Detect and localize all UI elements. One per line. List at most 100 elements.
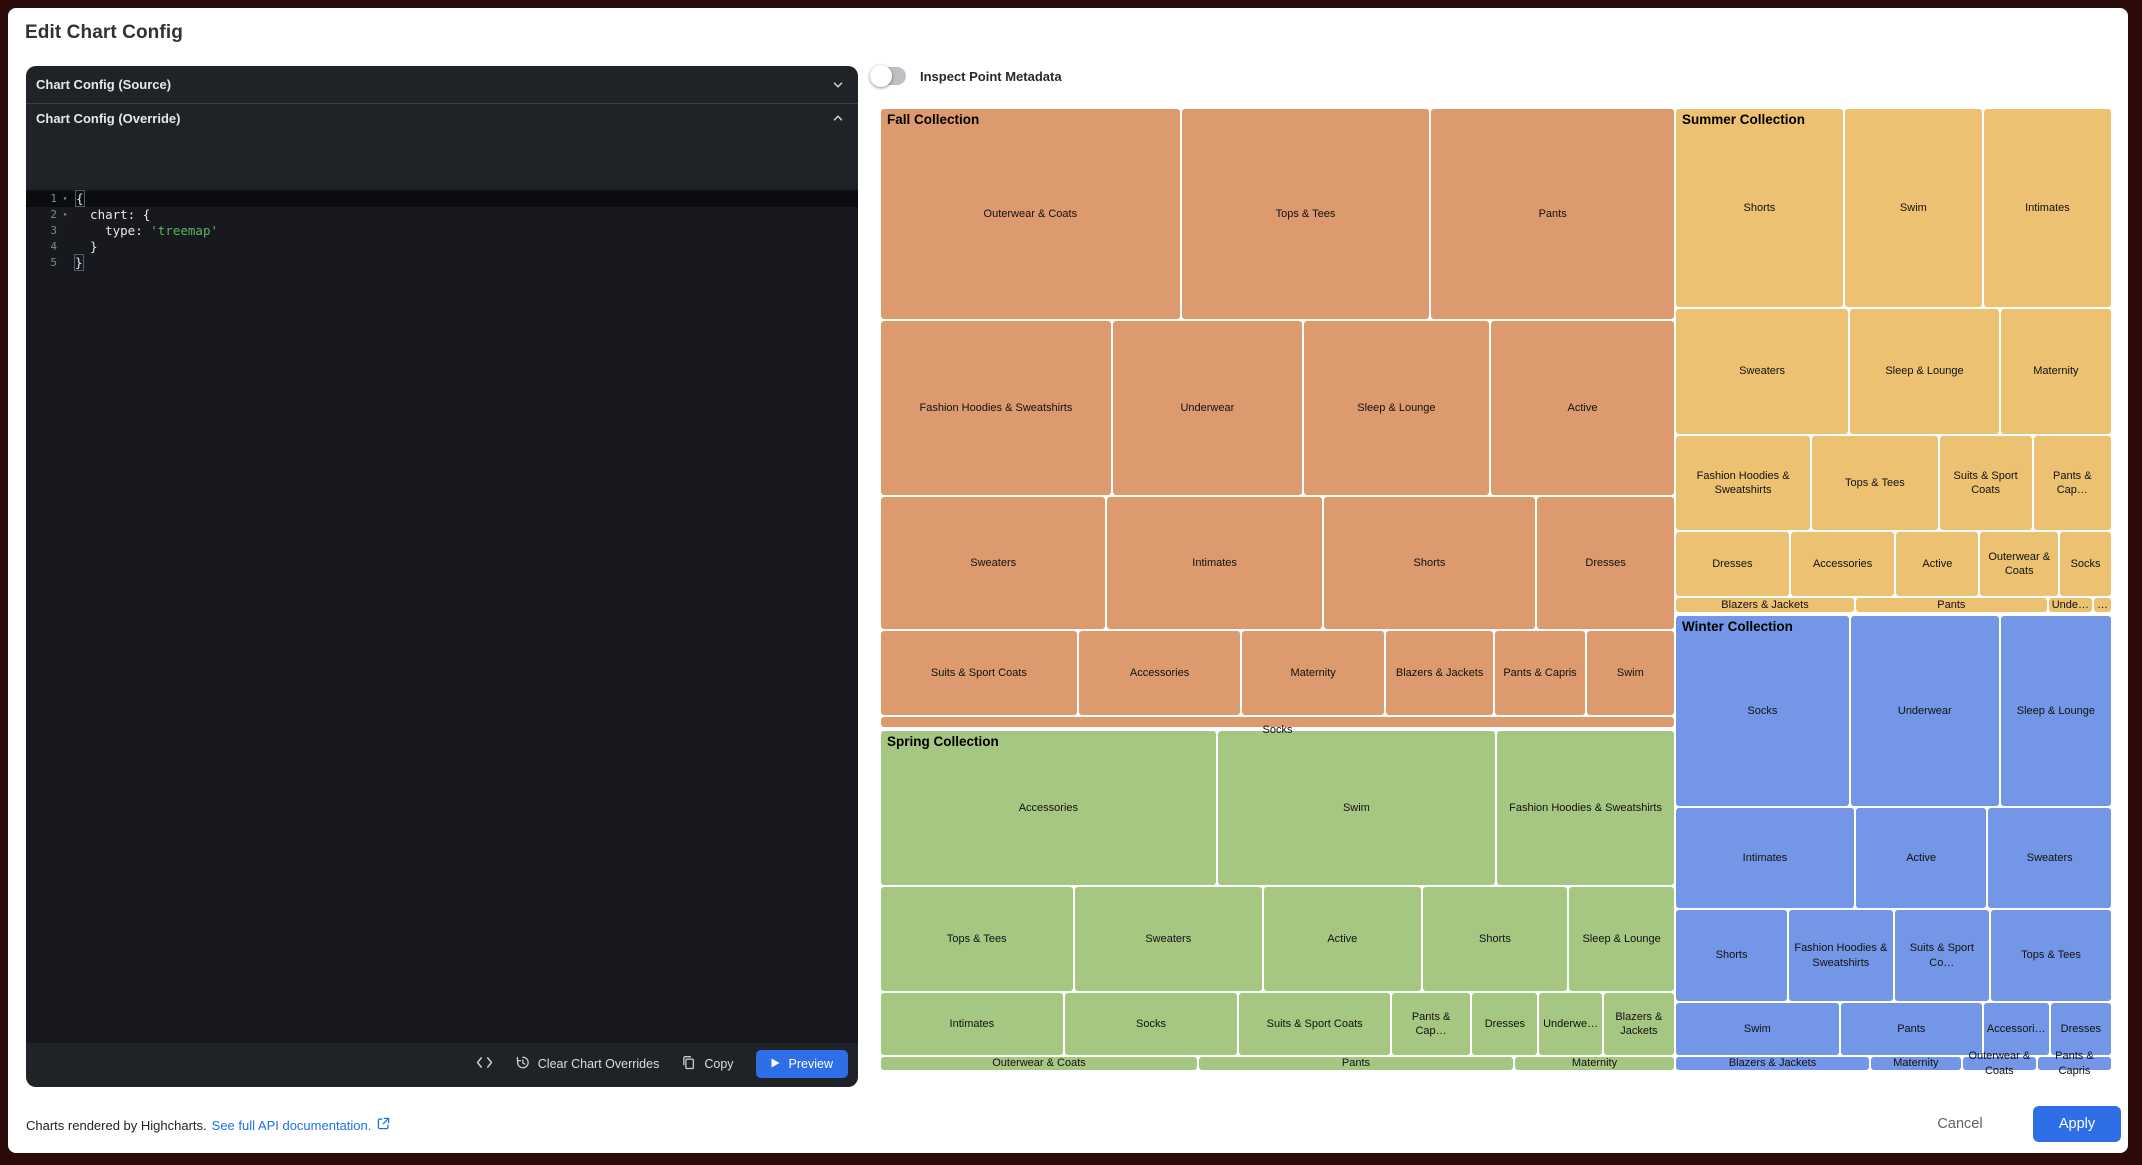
treemap-cell-pants[interactable]: Pants (1856, 598, 2047, 612)
treemap-cell-shorts[interactable]: Shorts (1422, 887, 1568, 991)
treemap-cell-fashion-hoodies-sweatshirts[interactable]: Fashion Hoodies & Sweatshirts (1789, 910, 1893, 1001)
treemap-cell-pants-cap[interactable]: Pants & Cap… (2033, 436, 2111, 530)
chevron-down-icon (832, 79, 844, 91)
treemap-cell-outerwear-coats[interactable]: Outerwear & Coats (881, 1057, 1197, 1070)
treemap-row: Blazers & Jackets Maternity Outerwear & Co… (1676, 1050, 2111, 1077)
treemap-cell-sleep-lounge[interactable]: Sleep & Lounge (1303, 321, 1489, 495)
treemap-cell-maternity[interactable]: Maternity (1242, 631, 1384, 715)
treemap-cell-label: Pants (1937, 598, 1966, 611)
treemap-cell-suits-sport-coats[interactable]: Suits & Sport Coats (1939, 436, 2032, 530)
treemap-cell-accessori[interactable]: Accessori… (1983, 1003, 2049, 1055)
treemap-cell-fashion-hoodies-sweatshirts[interactable]: Fashion Hoodies & Sweatshirts (1497, 731, 1674, 885)
treemap-cell-maternity[interactable]: Maternity (1515, 1057, 1674, 1070)
treemap-cell-label: Dresses (1712, 557, 1753, 570)
treemap-cell-dresses[interactable]: Dresses (1537, 497, 1674, 629)
treemap-cell-shorts[interactable]: Shorts (1676, 910, 1788, 1001)
treemap-cell-maternity[interactable]: Maternity (2000, 309, 2111, 434)
code-editor[interactable]: 1 ▾{2 ▾ chart: {3 type: 'treemap' 4 } 5} (26, 189, 858, 1043)
clear-chart-overrides-button[interactable]: Clear Chart Overrides (515, 1055, 659, 1073)
preview-label: Preview (788, 1057, 833, 1071)
treemap-cell-intimates[interactable]: Intimates (1676, 808, 1854, 908)
treemap-cell-active[interactable]: Active (1855, 808, 1987, 908)
treemap-cell-sweaters[interactable]: Sweaters (1074, 887, 1263, 991)
treemap-cell-label: Maternity (1290, 666, 1336, 679)
treemap-cell-socks[interactable]: Socks (2060, 532, 2111, 596)
treemap-cell-blazers-jackets[interactable]: Blazers & Jackets (1603, 993, 1674, 1055)
treemap-cell-intimates[interactable]: Intimates (881, 993, 1063, 1055)
treemap-cell-unde[interactable]: Unde… (2048, 598, 2092, 612)
treemap-cell-tops-tees[interactable]: Tops & Tees (1181, 109, 1430, 319)
treemap-cell-label: Intimates (2025, 201, 2070, 214)
treemap-cell-active[interactable]: Active (1896, 532, 1979, 596)
treemap-cell-dresses[interactable]: Dresses (2050, 1003, 2111, 1055)
api-documentation-link[interactable]: See full API documentation. (212, 1117, 391, 1133)
treemap-cell-underwear[interactable]: Underwear (1112, 321, 1302, 495)
line-number: 2 (50, 208, 57, 221)
treemap-cell-socks[interactable]: Socks (1676, 616, 1849, 806)
treemap-cell-label: Sweaters (1145, 932, 1192, 945)
treemap-cell-label: Suits & Sport Coats (1266, 1017, 1363, 1030)
treemap-cell-shorts[interactable]: Shorts (1676, 109, 1843, 307)
treemap-cell-fashion-hoodies-sweatshirts[interactable]: Fashion Hoodies & Sweatshirts (881, 321, 1111, 495)
treemap-cell-tops-tees[interactable]: Tops & Tees (1812, 436, 1938, 530)
treemap-cell-accessories[interactable]: Accessories (881, 731, 1216, 885)
copy-button[interactable]: Copy (681, 1055, 734, 1073)
treemap-cell-underwear[interactable]: Underwear (1850, 616, 1999, 806)
treemap-cell-swim[interactable]: Swim (1676, 1003, 1839, 1055)
treemap-cell-underwe[interactable]: Underwe… (1539, 993, 1602, 1055)
treemap-cell-label: Swim (1616, 666, 1644, 679)
treemap-cell-pants[interactable]: Pants (1199, 1057, 1513, 1070)
treemap-cell-sleep-lounge[interactable]: Sleep & Lounge (1850, 309, 1999, 434)
treemap-cell-sweaters[interactable]: Sweaters (1676, 309, 1849, 434)
treemap-cell-active[interactable]: Active (1264, 887, 1421, 991)
treemap-cell-sleep-lounge[interactable]: Sleep & Lounge (2000, 616, 2111, 806)
treemap-cell-accessories[interactable]: Accessories (1078, 631, 1241, 715)
treemap-cell-swim[interactable]: Swim (1217, 731, 1496, 885)
treemap-cell-label: Sweaters (970, 556, 1017, 569)
treemap-cell-suits-sport-coats[interactable]: Suits & Sport Coats (1239, 993, 1390, 1055)
treemap-cell-blazers-jackets[interactable]: Blazers & Jackets (1385, 631, 1494, 715)
treemap-cell-accessories[interactable]: Accessories (1790, 532, 1895, 596)
treemap-cell-sweaters[interactable]: Sweaters (1988, 808, 2111, 908)
treemap-cell-outerwear-coats[interactable]: Outerwear & Coats (1980, 532, 2059, 596)
treemap-cell-suits-sport-co[interactable]: Suits & Sport Co… (1894, 910, 1990, 1001)
treemap-cell-active[interactable]: Active (1490, 321, 1674, 495)
treemap-cell-tops-tees[interactable]: Tops & Tees (881, 887, 1073, 991)
treemap-cell-swim[interactable]: Swim (1586, 631, 1674, 715)
apply-button[interactable]: Apply (2033, 1106, 2121, 1142)
treemap-cell-socks[interactable]: Socks (881, 717, 1674, 736)
fold-caret-icon[interactable]: ▾ (62, 210, 68, 219)
treemap-cell-suits-sport-coats[interactable]: Suits & Sport Coats (881, 631, 1077, 715)
treemap-cell-label: Shorts (1743, 201, 1776, 214)
treemap-cell-sweaters[interactable]: Sweaters (881, 497, 1106, 629)
treemap-cell-blazers-jackets[interactable]: Blazers & Jackets (1676, 1057, 1870, 1070)
treemap-cell-maternity[interactable]: Maternity (1871, 1057, 1961, 1070)
inspect-point-metadata-toggle[interactable] (870, 65, 906, 87)
treemap-cell-blazers-jackets[interactable]: Blazers & Jackets (1676, 598, 1855, 612)
treemap-cell-pants-capris[interactable]: Pants & Capris (1495, 631, 1585, 715)
treemap-cell-tops-tees[interactable]: Tops & Tees (1991, 910, 2111, 1001)
treemap-cell-sleep-lounge[interactable]: Sleep & Lounge (1569, 887, 1674, 991)
treemap-cell-dresses[interactable]: Dresses (1472, 993, 1538, 1055)
fold-caret-icon[interactable]: ▾ (62, 194, 68, 203)
treemap-group-summer-collection: Summer Collection Shorts Swim Intimates Swea… (1676, 109, 2111, 612)
treemap-cell-swim[interactable]: Swim (1844, 109, 1982, 307)
treemap-cell-outerwear-coats[interactable]: Outerwear & Coats (881, 109, 1180, 319)
treemap-cell-intimates[interactable]: Intimates (1983, 109, 2111, 307)
treemap-cell-dresses[interactable]: Dresses (1676, 532, 1789, 596)
treemap-cell-outerwear-coats[interactable]: Outerwear & Coats (1962, 1050, 2036, 1077)
treemap-cell-socks[interactable]: Socks (1064, 993, 1238, 1055)
code-view-button[interactable] (476, 1056, 493, 1072)
treemap-cell-pants-capris[interactable]: Pants & Capris (2037, 1050, 2111, 1077)
treemap-cell-shorts[interactable]: Shorts (1323, 497, 1536, 629)
preview-button[interactable]: Preview (755, 1050, 848, 1078)
section-header-chart-config-source[interactable]: Chart Config (Source) (26, 66, 858, 103)
treemap-cell-intimates[interactable]: Intimates (1107, 497, 1322, 629)
cancel-button[interactable]: Cancel (1912, 1106, 2008, 1142)
treemap-cell-[interactable]: … (2094, 598, 2111, 612)
treemap-cell-pants-cap[interactable]: Pants & Cap… (1391, 993, 1471, 1055)
section-header-chart-config-override[interactable]: Chart Config (Override) (26, 104, 858, 132)
treemap-cell-pants[interactable]: Pants (1840, 1003, 1982, 1055)
treemap-cell-pants[interactable]: Pants (1431, 109, 1674, 319)
treemap-cell-fashion-hoodies-sweatshirts[interactable]: Fashion Hoodies & Sweatshirts (1676, 436, 1811, 530)
